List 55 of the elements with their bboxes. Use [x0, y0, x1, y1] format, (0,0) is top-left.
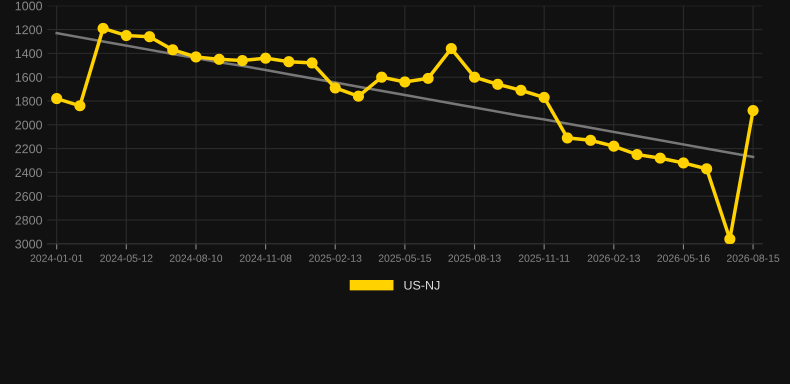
point [515, 84, 526, 96]
y-tick-label: 2200 [15, 144, 42, 154]
x-tick-label: 2025-05-15 [378, 254, 432, 262]
point [214, 54, 225, 65]
point [631, 149, 643, 160]
point [562, 132, 573, 144]
point [538, 92, 550, 103]
point [144, 31, 156, 42]
x-tick-label: 2024-11-08 [240, 254, 292, 262]
x-tick-label: 2026-02-13 [588, 254, 640, 262]
point [399, 76, 410, 88]
x-tick-label: 2024-08-10 [170, 254, 222, 262]
y-tick-label: 1800 [16, 96, 42, 106]
point [283, 56, 294, 68]
point [468, 72, 480, 83]
point [608, 140, 620, 152]
y-tick-label: 1600 [16, 72, 42, 82]
point [190, 51, 202, 63]
point [678, 157, 689, 168]
y-tick-label: 2400 [15, 168, 42, 178]
line-series [55, 32, 754, 158]
point [422, 72, 434, 84]
point [654, 152, 666, 164]
point [167, 44, 178, 56]
point [376, 72, 388, 83]
point [748, 104, 759, 116]
x-tick-label: 2024-05-12 [100, 254, 152, 262]
point [74, 100, 86, 112]
point [701, 163, 712, 174]
x-tick-label: 2026-05-16 [657, 254, 710, 262]
point [492, 78, 504, 90]
point [51, 93, 62, 104]
y-tick-label: 2800 [15, 216, 42, 225]
point [260, 52, 272, 64]
point [585, 134, 596, 146]
x-tick-label: 2024-01-01 [30, 254, 83, 262]
y-tick-label: 2600 [15, 192, 42, 201]
point [98, 22, 109, 34]
point [236, 54, 248, 66]
x-tick-label: 2025-11-11 [518, 254, 570, 262]
point [724, 234, 736, 244]
x-tick-label: 2025-02-13 [309, 254, 362, 262]
point [330, 82, 341, 94]
y-tick-label: 1000 [16, 2, 42, 10]
legend-label: US-NJ [404, 280, 440, 290]
point [446, 43, 457, 54]
point [352, 90, 364, 102]
point [306, 57, 318, 68]
y-tick-label: 1400 [16, 49, 42, 58]
x-tick-label: 2026-08-15 [726, 254, 780, 262]
y-tick-label: 2000 [15, 120, 42, 130]
y-tick-label: 3000 [15, 240, 42, 248]
y-tick-label: 1200 [16, 25, 42, 34]
point [120, 30, 132, 42]
x-tick-label: 2025-08-13 [448, 254, 501, 262]
